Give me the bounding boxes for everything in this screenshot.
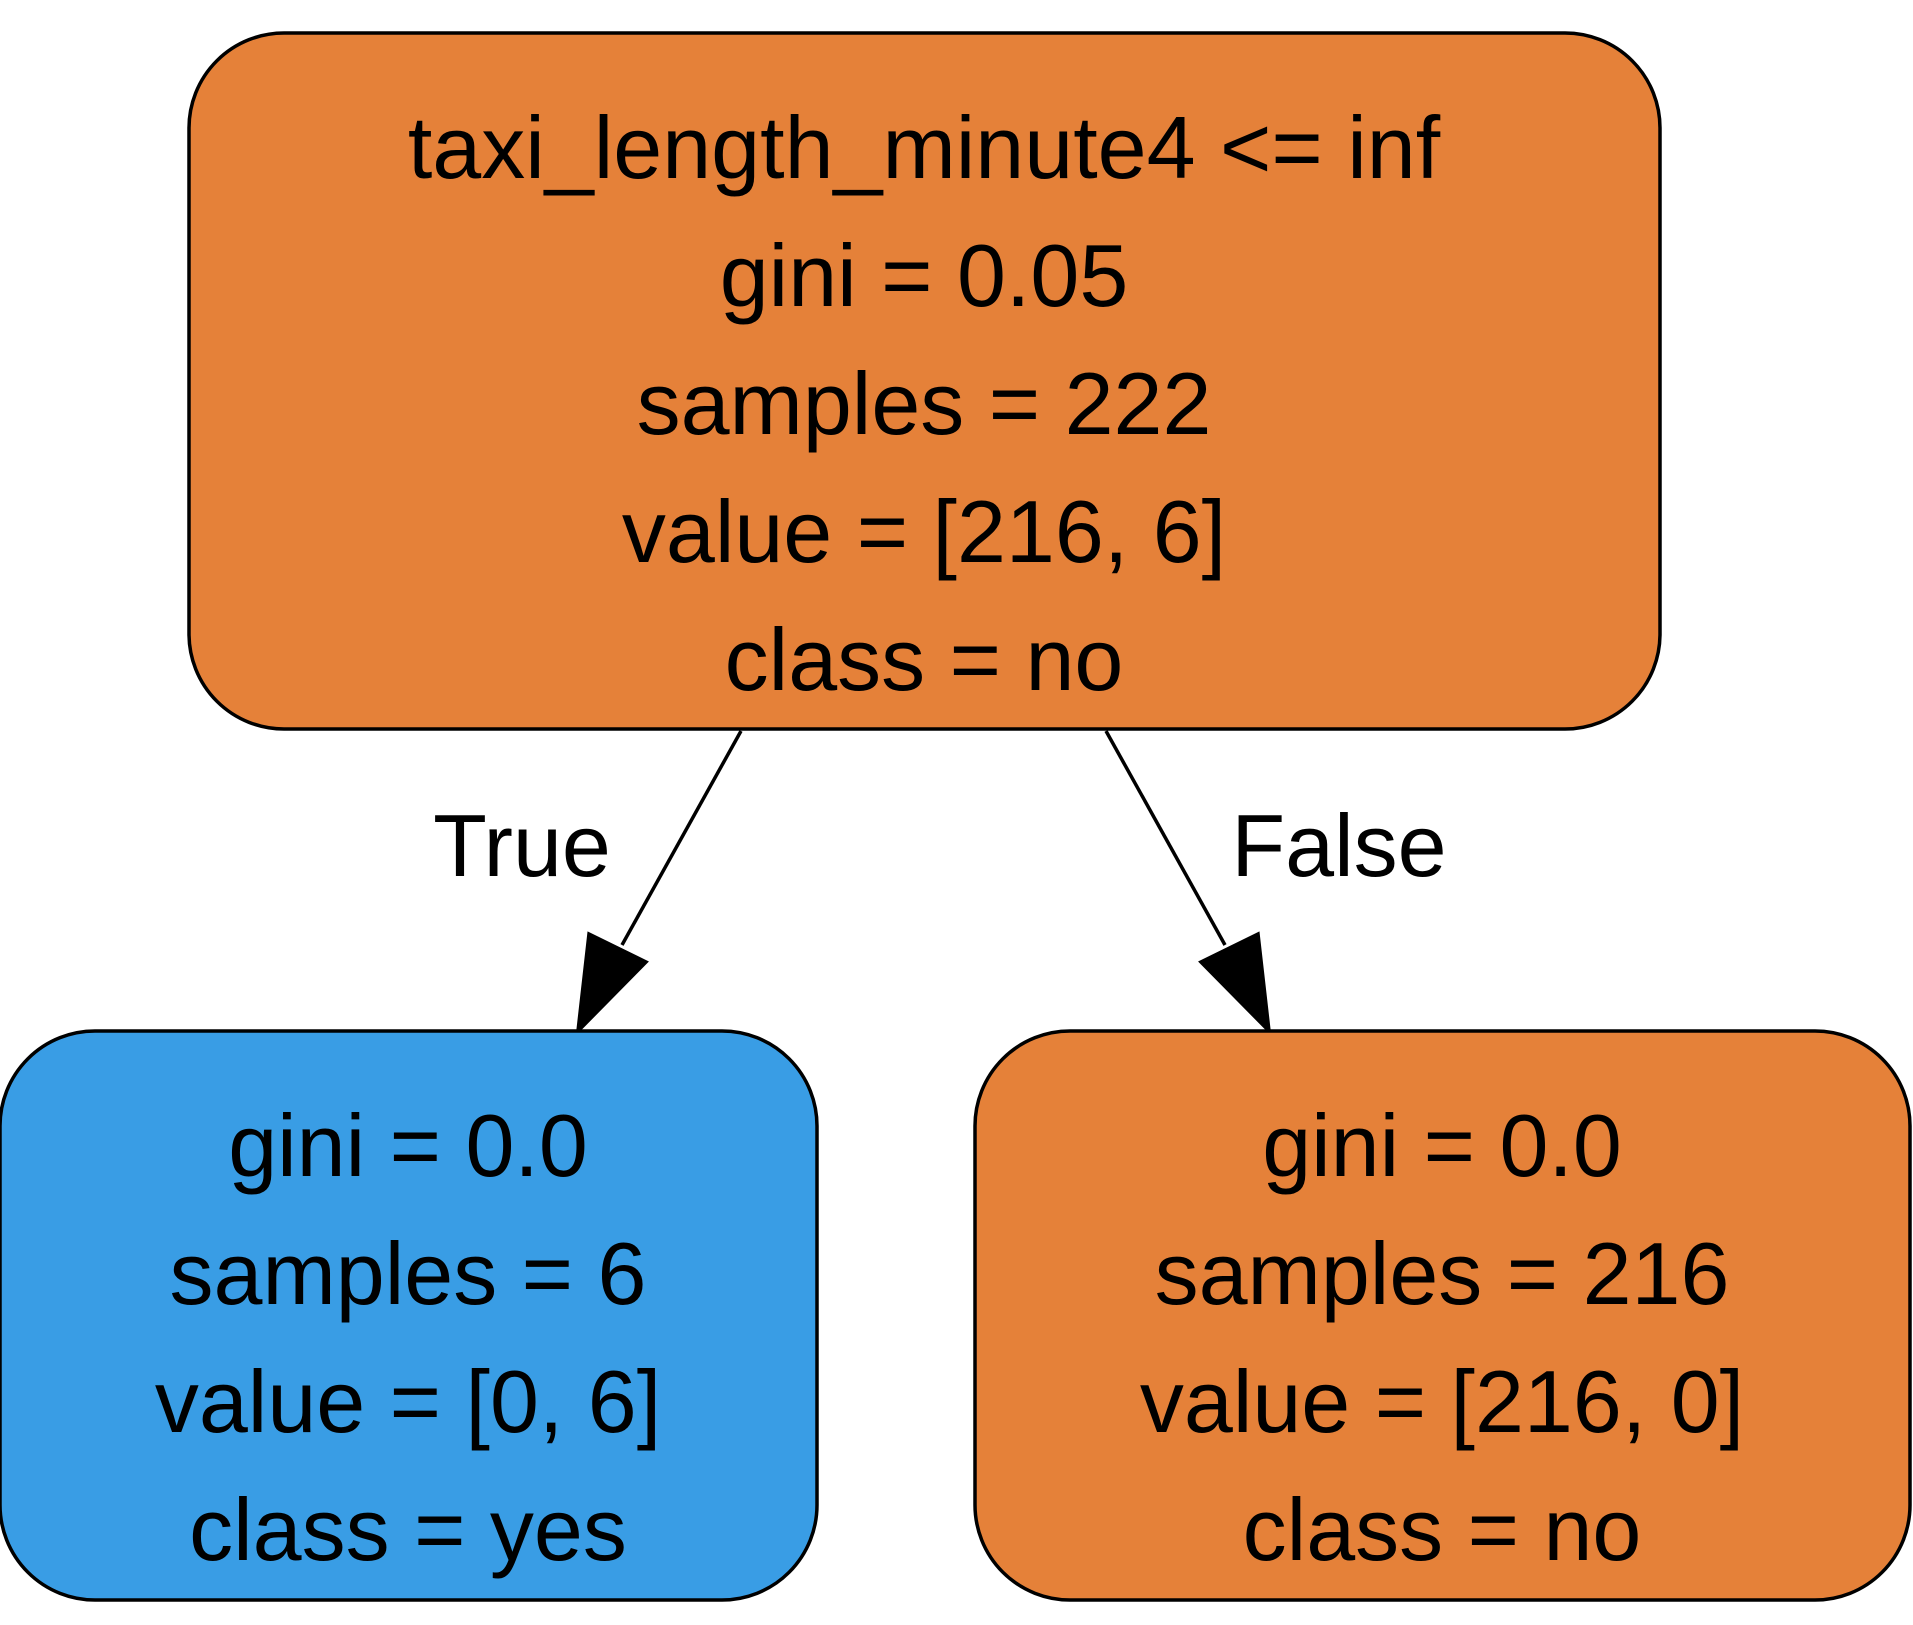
edge-true-arrowhead	[575, 931, 649, 1036]
root-node-box	[187, 31, 1662, 731]
edge-false-label: False	[1231, 796, 1446, 895]
edge-false: False	[1104, 730, 1447, 1036]
left-leaf-box	[0, 1029, 819, 1602]
edge-true-line	[620, 730, 743, 946]
right-samples: samples = 216	[1155, 1224, 1730, 1323]
root-gini: gini = 0.05	[720, 226, 1129, 325]
root-class: class = no	[725, 610, 1124, 709]
left-gini: gini = 0.0	[228, 1096, 588, 1195]
edge-false-line	[1104, 730, 1227, 946]
edge-true: True	[433, 730, 743, 1036]
edge-true-label: True	[433, 796, 611, 895]
edge-false-arrowhead	[1198, 931, 1272, 1036]
left-class: class = yes	[189, 1480, 627, 1579]
right-value: value = [216, 0]	[1140, 1352, 1744, 1451]
left-value: value = [0, 6]	[155, 1352, 661, 1451]
right-leaf-node: gini = 0.0 samples = 216 value = [216, 0…	[973, 1029, 1912, 1602]
right-gini: gini = 0.0	[1262, 1096, 1622, 1195]
root-value: value = [216, 6]	[622, 482, 1226, 581]
right-leaf-box	[973, 1029, 1912, 1602]
root-split-condition: taxi_length_minute4 <= inf	[408, 98, 1441, 197]
left-samples: samples = 6	[170, 1224, 647, 1323]
root-samples: samples = 222	[637, 354, 1212, 453]
left-leaf-node: gini = 0.0 samples = 6 value = [0, 6] cl…	[0, 1029, 819, 1602]
root-node: taxi_length_minute4 <= inf gini = 0.05 s…	[187, 31, 1662, 731]
right-class: class = no	[1243, 1480, 1642, 1579]
